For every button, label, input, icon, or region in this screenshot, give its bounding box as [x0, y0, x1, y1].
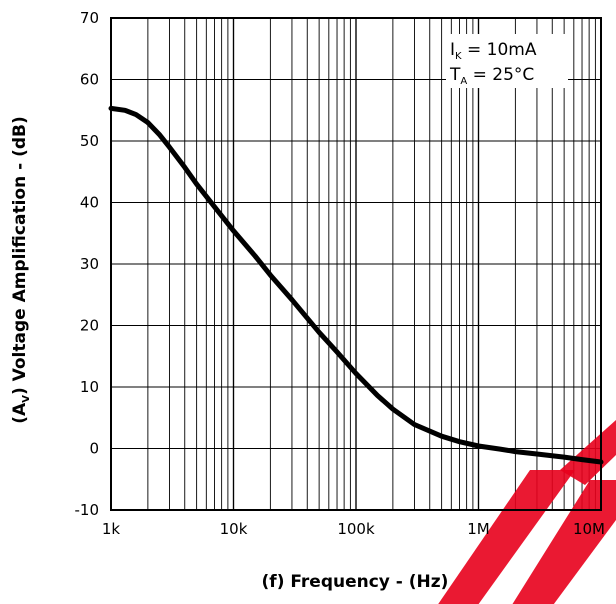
- y-tick-label: 0: [89, 440, 99, 458]
- x-tick-label: 100k: [337, 520, 375, 538]
- x-tick-label: 1k: [102, 520, 121, 538]
- y-tick-label: 40: [80, 194, 99, 212]
- y-tick-label: 20: [80, 317, 99, 335]
- plot-frame: [110, 17, 602, 511]
- y-tick-label: 60: [80, 71, 99, 89]
- x-tick-label: 10k: [220, 520, 248, 538]
- y-tick-label: 50: [80, 132, 99, 150]
- annotation-temperature: TA = 25°C: [449, 65, 534, 87]
- y-tick-label: -10: [75, 501, 100, 519]
- grid: [110, 17, 602, 511]
- y-tick-label: 70: [80, 9, 99, 27]
- y-axis-label: (AV) Voltage Amplification - (dB): [10, 116, 32, 423]
- x-tick-label: 1M: [467, 520, 490, 538]
- watermark-stroke-1: [438, 470, 575, 604]
- annotation-box: IK = 10mA TA = 25°C: [446, 34, 568, 88]
- watermark: [438, 420, 616, 604]
- x-tick-label: 10M: [573, 520, 605, 538]
- y-tick-label: 30: [80, 255, 99, 273]
- tick-labels: -10 0 10 20 30 40 50 60 70 1k 10k 100k 1M 10M: [75, 9, 606, 538]
- annotation-current: IK = 10mA: [450, 40, 537, 62]
- series-line: [108, 105, 604, 465]
- x-axis-label: (f) Frequency - (Hz): [262, 572, 449, 592]
- y-tick-label: 10: [80, 378, 99, 396]
